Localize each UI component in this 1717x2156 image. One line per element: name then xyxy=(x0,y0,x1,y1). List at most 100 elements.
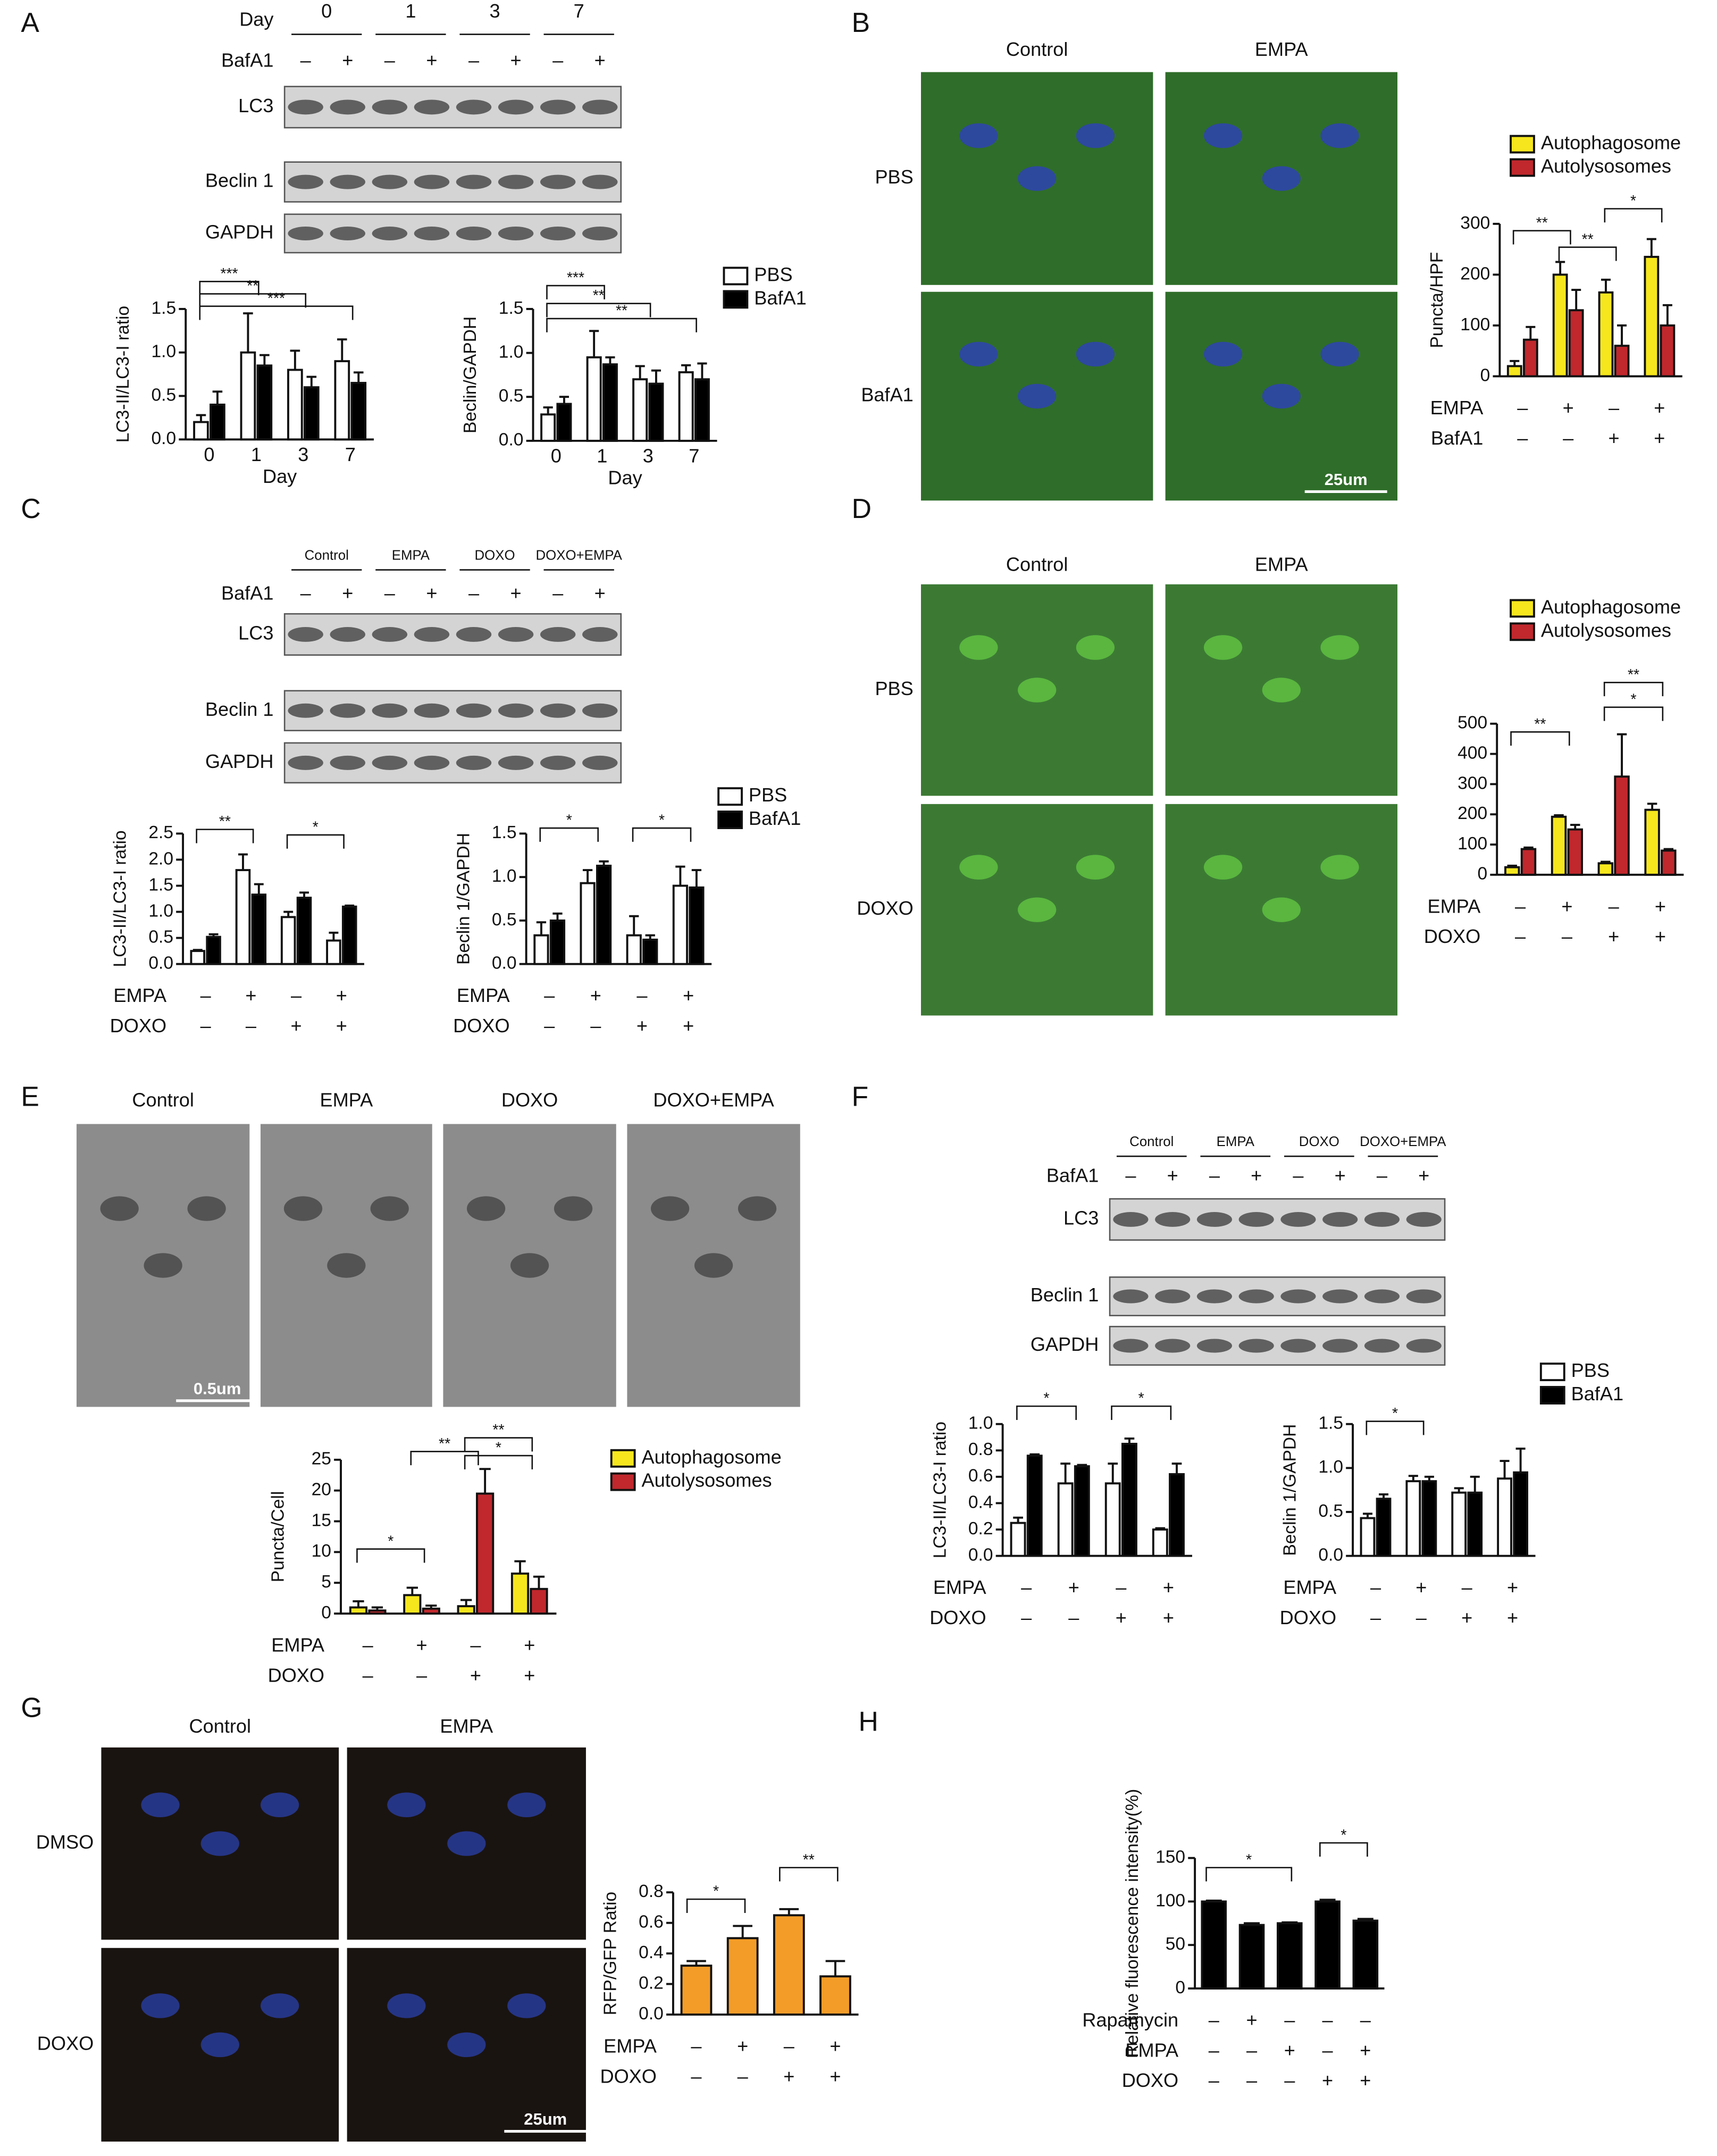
error-bar xyxy=(1515,1448,1526,1473)
bar xyxy=(632,378,648,442)
bar xyxy=(457,1605,475,1615)
lane-sign: – xyxy=(1125,1164,1136,1186)
blot-band xyxy=(1113,1339,1149,1353)
significance-label: ** xyxy=(492,1422,504,1439)
error-bar xyxy=(1470,1475,1480,1493)
condition-sign: + xyxy=(524,1664,535,1686)
condition-label: DOXO xyxy=(1280,1607,1336,1628)
error-bar xyxy=(290,349,300,370)
bar xyxy=(1121,1442,1137,1557)
significance-label: * xyxy=(1043,1390,1049,1407)
legend-swatch xyxy=(610,1472,636,1491)
lane-sign: + xyxy=(426,49,437,71)
blot-band xyxy=(1322,1339,1358,1353)
condition-label: DOXO xyxy=(453,1015,509,1037)
error-bar xyxy=(1601,279,1611,293)
blot-band xyxy=(1280,1212,1316,1227)
significance-bracket xyxy=(464,1455,533,1469)
micrograph-feature xyxy=(187,1196,226,1221)
blot-label: Beclin 1 xyxy=(205,698,274,720)
legend-swatch xyxy=(717,787,743,806)
image-column-label: Control xyxy=(132,1089,194,1110)
y-axis-label: Beclin/GAPDH xyxy=(460,316,480,433)
significance-bracket xyxy=(1510,731,1570,746)
condition-label: EMPA xyxy=(113,984,167,1006)
significance-bracket xyxy=(539,827,599,842)
condition-sign: – xyxy=(363,1664,374,1686)
legend-label: Autophagosome xyxy=(1541,132,1681,154)
legend-swatch xyxy=(723,290,749,309)
condition-sign: + xyxy=(1507,1607,1518,1628)
bar xyxy=(476,1492,495,1615)
condition-sign: – xyxy=(1021,1576,1032,1598)
error-bar xyxy=(337,338,347,362)
bar xyxy=(190,950,206,965)
legend-swatch xyxy=(610,1449,636,1468)
micrograph-feature xyxy=(738,1196,777,1221)
bar xyxy=(334,360,350,441)
blot-label: LC3 xyxy=(1063,1207,1099,1229)
condition-sign: – xyxy=(200,984,212,1006)
micrograph-feature xyxy=(1262,897,1301,922)
y-tick-label: 1.0 xyxy=(148,901,173,921)
bar xyxy=(1552,273,1568,378)
y-tick-label: 300 xyxy=(1458,773,1487,793)
error-bar xyxy=(306,375,317,388)
condition-sign: + xyxy=(683,1015,694,1037)
condition-sign: + xyxy=(590,984,601,1006)
significance-bracket xyxy=(632,827,692,842)
blot-band xyxy=(1196,1339,1233,1353)
micrograph-feature xyxy=(1076,635,1115,660)
blot-band xyxy=(1280,1339,1316,1353)
condition-sign: + xyxy=(470,1664,481,1686)
blot-band xyxy=(372,99,408,115)
blot-band xyxy=(330,226,365,240)
condition-sign: – xyxy=(1360,2009,1371,2030)
micrograph-feature xyxy=(370,1196,409,1221)
bar xyxy=(1201,1900,1227,1990)
condition-sign: + xyxy=(1360,2039,1371,2061)
bar xyxy=(1057,1482,1074,1557)
blot-band xyxy=(582,99,618,115)
legend-swatch xyxy=(1510,158,1535,177)
bar xyxy=(1360,1517,1376,1557)
blot-band xyxy=(414,99,450,115)
error-bar xyxy=(559,396,569,404)
legend-swatch xyxy=(1510,622,1535,641)
blot-band xyxy=(372,226,408,240)
condition-sign: + xyxy=(336,984,347,1006)
y-tick-label: 0.0 xyxy=(152,429,177,448)
condition-label: EMPA xyxy=(1427,895,1481,917)
image-column-label: Control xyxy=(1006,553,1068,575)
micrograph-feature xyxy=(1018,678,1057,703)
error-bar xyxy=(589,330,599,357)
error-bar xyxy=(460,1599,472,1607)
condition-sign: – xyxy=(1246,2069,1258,2091)
blot-band xyxy=(498,755,534,770)
condition-sign: + xyxy=(1163,1576,1174,1598)
bar xyxy=(1598,291,1614,378)
blot-band xyxy=(540,174,576,189)
condition-sign: – xyxy=(470,1634,481,1656)
blot-band xyxy=(582,174,618,189)
blot-band xyxy=(288,226,323,240)
blot-header: 1 xyxy=(405,0,416,22)
bar xyxy=(251,893,267,965)
image-column-label: Control xyxy=(1006,38,1068,60)
y-tick-label: 0.5 xyxy=(148,927,173,947)
blot-band xyxy=(288,755,323,770)
micrograph-feature xyxy=(141,1792,180,1817)
bar xyxy=(235,869,251,965)
condition-sign: + xyxy=(1416,1576,1427,1598)
significance-bracket xyxy=(1558,246,1617,261)
y-tick-label: 0 xyxy=(1175,1978,1185,1998)
error-bar xyxy=(329,931,339,941)
micrograph-feature xyxy=(1076,855,1115,880)
bar xyxy=(549,919,566,965)
blot-band xyxy=(414,755,450,770)
x-tick-label: 0 xyxy=(204,444,214,465)
y-tick-label: 1.0 xyxy=(499,342,524,362)
significance-label: * xyxy=(1392,1405,1398,1422)
blot-header: EMPA xyxy=(1217,1134,1255,1149)
lane-sign: + xyxy=(426,582,437,604)
